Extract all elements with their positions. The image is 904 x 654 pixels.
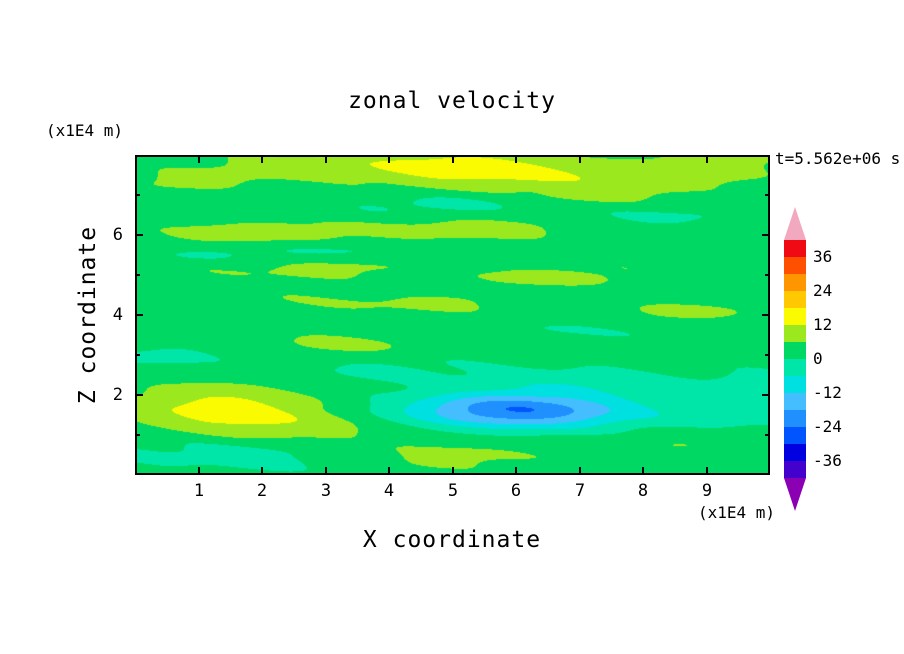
x-tick bbox=[642, 155, 644, 163]
plot-area bbox=[135, 155, 770, 475]
x-tick-label: 5 bbox=[447, 481, 459, 501]
z-minor-tick bbox=[765, 434, 770, 436]
x-tick bbox=[642, 467, 644, 475]
x-tick bbox=[388, 467, 390, 475]
x-tick-label: 9 bbox=[701, 481, 713, 501]
x-tick bbox=[325, 155, 327, 163]
x-tick bbox=[452, 467, 454, 475]
x-axis-label: X coordinate bbox=[362, 527, 542, 553]
z-tick-label: 4 bbox=[112, 305, 123, 325]
colorbar-band bbox=[784, 376, 806, 393]
colorbar-band bbox=[784, 461, 806, 478]
colorbar-band bbox=[784, 359, 806, 376]
x-tick-label: 4 bbox=[383, 481, 395, 501]
z-axis-unit-label: (x1E4 m) bbox=[46, 121, 124, 140]
x-tick bbox=[706, 155, 708, 163]
colorbar-band bbox=[784, 410, 806, 427]
colorbar-band bbox=[784, 308, 806, 325]
x-tick bbox=[198, 467, 200, 475]
colorbar-band bbox=[784, 444, 806, 461]
x-tick bbox=[388, 155, 390, 163]
colorbar-band bbox=[784, 291, 806, 308]
x-tick bbox=[515, 155, 517, 163]
colorbar-band bbox=[784, 393, 806, 410]
z-minor-tick bbox=[135, 274, 140, 276]
colorbar-tick-label: 0 bbox=[813, 349, 823, 368]
x-tick-label: 8 bbox=[637, 481, 649, 501]
x-axis-unit-label: (x1E4 m) bbox=[697, 503, 775, 522]
chart-title: zonal velocity bbox=[348, 88, 556, 114]
z-tick-label: 6 bbox=[112, 225, 123, 245]
z-minor-tick bbox=[765, 354, 770, 356]
colorbar-band bbox=[784, 427, 806, 444]
z-tick bbox=[135, 314, 143, 316]
x-tick bbox=[706, 467, 708, 475]
colorbar-band bbox=[784, 257, 806, 274]
x-tick bbox=[515, 467, 517, 475]
z-tick bbox=[135, 234, 143, 236]
z-tick bbox=[135, 394, 143, 396]
colorbar-tick-label: 12 bbox=[813, 315, 833, 334]
z-minor-tick bbox=[135, 434, 140, 436]
colorbar-tick-label: 24 bbox=[813, 281, 833, 300]
z-tick bbox=[762, 314, 770, 316]
z-tick bbox=[762, 234, 770, 236]
x-tick-label: 7 bbox=[574, 481, 586, 501]
z-minor-tick bbox=[765, 274, 770, 276]
x-tick bbox=[198, 155, 200, 163]
colorbar-tick-label: -36 bbox=[813, 451, 842, 470]
colorbar-band bbox=[784, 342, 806, 359]
z-minor-tick bbox=[135, 194, 140, 196]
colorbar-band bbox=[784, 325, 806, 342]
colorbar-under-arrow bbox=[784, 478, 806, 511]
x-tick bbox=[452, 155, 454, 163]
x-tick bbox=[325, 467, 327, 475]
x-tick-label: 2 bbox=[256, 481, 268, 501]
timestamp-label: t=5.562e+06 s bbox=[775, 149, 901, 168]
z-minor-tick bbox=[765, 194, 770, 196]
x-tick bbox=[261, 467, 263, 475]
z-tick bbox=[762, 394, 770, 396]
z-minor-tick bbox=[135, 354, 140, 356]
x-tick-label: 1 bbox=[193, 481, 205, 501]
colorbar-tick-label: 36 bbox=[813, 247, 833, 266]
colorbar-over-arrow bbox=[784, 207, 806, 240]
x-tick-label: 3 bbox=[320, 481, 332, 501]
z-tick-label: 2 bbox=[112, 385, 123, 405]
colorbar-tick-label: -24 bbox=[813, 417, 842, 436]
x-tick bbox=[261, 155, 263, 163]
x-tick bbox=[579, 467, 581, 475]
x-tick-label: 6 bbox=[510, 481, 522, 501]
colorbar-tick-label: -12 bbox=[813, 383, 842, 402]
colorbar bbox=[784, 240, 806, 478]
heatmap-canvas bbox=[135, 155, 770, 475]
x-tick bbox=[579, 155, 581, 163]
colorbar-band bbox=[784, 240, 806, 257]
colorbar-band bbox=[784, 274, 806, 291]
